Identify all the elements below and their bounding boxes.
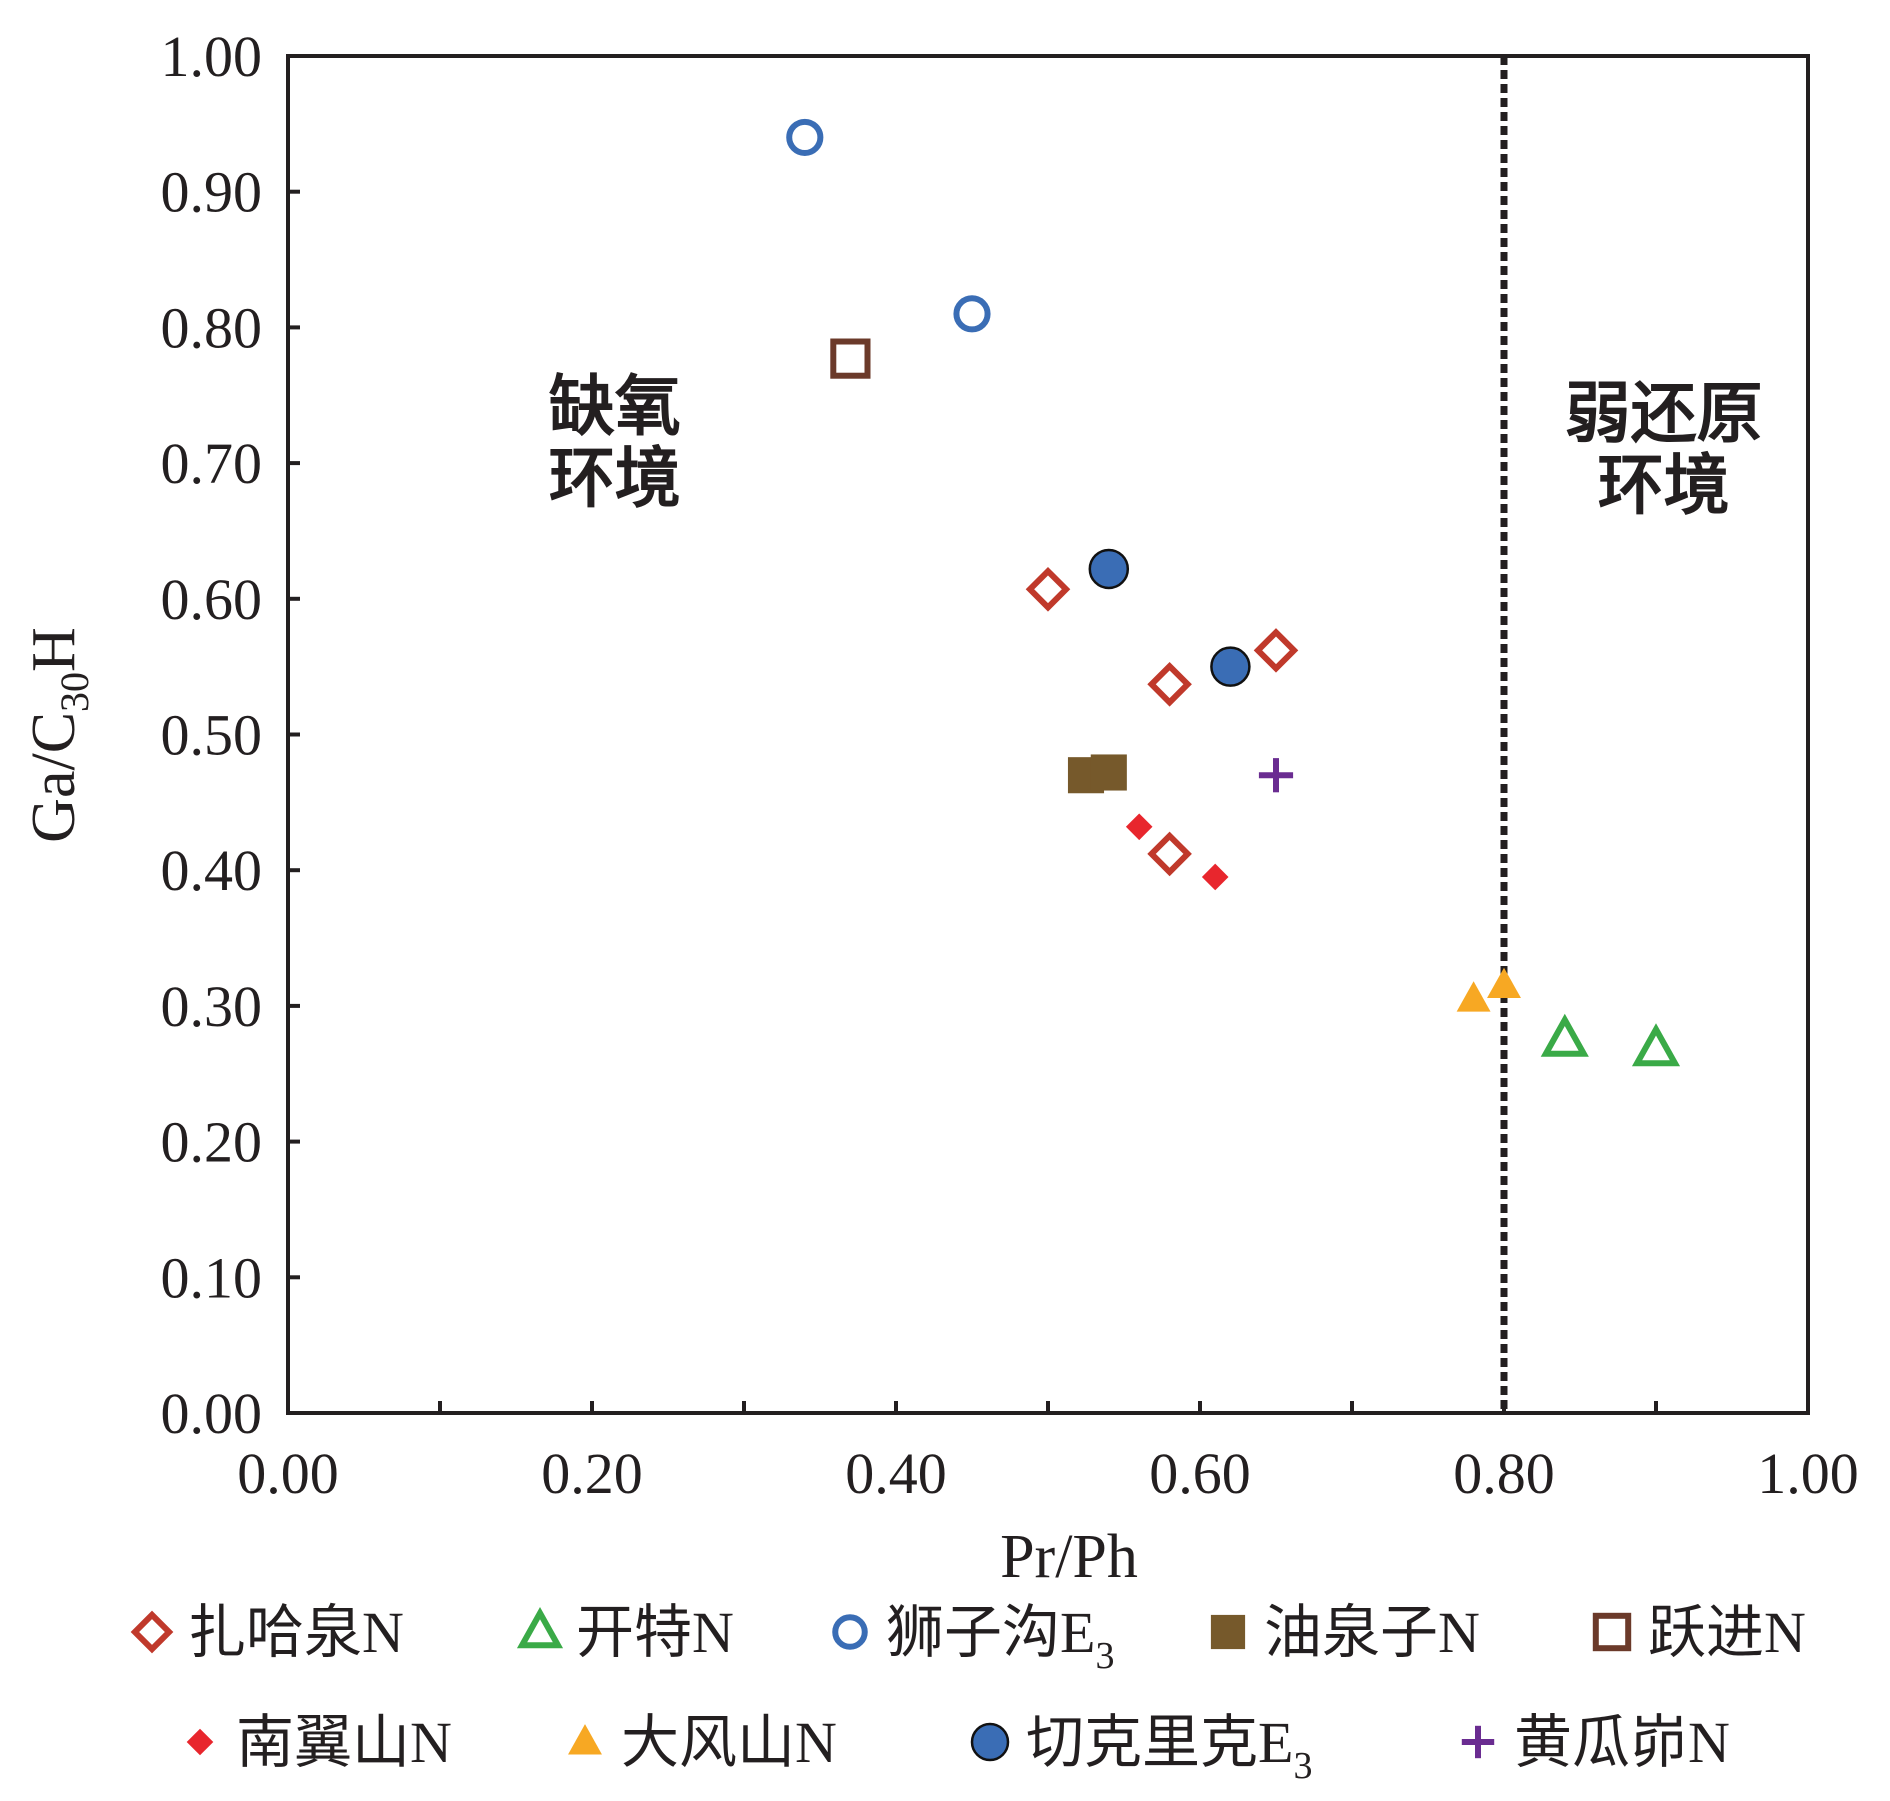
legend-label: 狮子沟E3	[886, 1600, 1114, 1677]
data-point-triangle-filled	[1456, 981, 1491, 1012]
legend-marker	[1592, 1612, 1632, 1652]
y-tick-label: 0.50	[161, 703, 263, 768]
legend: 扎哈泉N 开特N 狮子沟E3 油泉子N 跃进N 南翼山N 大风山N 切克里克E3 黄瓜峁N	[130, 1600, 1806, 1787]
y-tick-label: 0.10	[161, 1245, 263, 1310]
region-label-anoxic: 环境	[549, 443, 681, 516]
legend-item: 狮子沟E3	[832, 1600, 1114, 1677]
legend-item: 扎哈泉N	[130, 1600, 404, 1665]
y-tick-label: 0.80	[161, 295, 263, 360]
y-axis-title: Ga/C30H	[20, 627, 97, 843]
x-tick-label: 1.00	[1757, 1441, 1859, 1506]
legend-item: 开特N	[516, 1600, 734, 1665]
y-axis-ticks: 0.00 0.10 0.20 0.30 0.40 0.50 0.60 0.70 0.80 0.90…	[161, 24, 300, 1446]
region-label-weak-reducing: 环境	[1598, 450, 1730, 523]
legend-marker	[1461, 1725, 1495, 1759]
x-axis-title: Pr/Ph	[1000, 1523, 1138, 1591]
y-tick-label: 0.00	[161, 1381, 263, 1446]
legend-label: 大风山N	[621, 1710, 837, 1775]
legend-label: 开特N	[576, 1600, 734, 1665]
legend-marker	[1210, 1614, 1246, 1650]
legend-marker	[568, 1724, 602, 1755]
legend-marker	[130, 1610, 174, 1654]
y-tick-label: 0.20	[161, 1110, 263, 1175]
y-tick-label: 0.70	[161, 431, 263, 496]
x-axis-ticks: 0.00 0.20 0.40 0.60 0.80 1.00	[237, 1401, 1859, 1506]
data-point-triangle-open	[1540, 1013, 1589, 1057]
data-point-circle-open	[786, 118, 824, 156]
legend-label: 南翼山N	[236, 1710, 452, 1775]
data-point-plus	[1258, 758, 1294, 793]
legend-marker	[832, 1614, 868, 1650]
legend-marker	[516, 1606, 564, 1649]
x-tick-label: 0.40	[845, 1441, 947, 1506]
data-point-diamond-open	[1147, 831, 1192, 877]
data-point-triangle-open	[1631, 1023, 1681, 1067]
data-point-triangle-filled	[1487, 967, 1521, 999]
legend-label: 跃进N	[1648, 1600, 1806, 1665]
legend-item: 黄瓜峁N	[1461, 1710, 1730, 1775]
data-point-diamond-open	[1147, 661, 1192, 707]
y-tick-label: 0.90	[161, 160, 263, 225]
legend-marker	[186, 1728, 214, 1756]
plot-border	[286, 54, 1810, 1415]
data-points	[786, 118, 1681, 1067]
legend-label: 黄瓜峁N	[1514, 1710, 1730, 1775]
data-point-circle-filled	[1088, 548, 1130, 590]
x-tick-label: 0.80	[1453, 1441, 1555, 1506]
y-tick-label: 0.60	[161, 567, 263, 632]
data-point-square-filled	[1090, 754, 1127, 791]
x-tick-label: 0.00	[237, 1441, 339, 1506]
y-tick-label: 0.40	[161, 838, 263, 903]
region-label-anoxic: 缺氧	[549, 371, 681, 444]
legend-item: 南翼山N	[186, 1710, 452, 1775]
legend-item: 跃进N	[1592, 1600, 1806, 1665]
legend-label: 扎哈泉N	[188, 1600, 404, 1665]
legend-item: 油泉子N	[1210, 1600, 1480, 1665]
legend-marker	[970, 1722, 1010, 1762]
data-point-square-open	[830, 338, 871, 379]
x-tick-label: 0.20	[541, 1441, 643, 1506]
y-tick-label: 1.00	[161, 24, 263, 89]
region-label-weak-reducing: 弱还原	[1565, 378, 1763, 451]
data-point-diamond-open	[1025, 567, 1071, 612]
data-point-circle-filled	[1210, 646, 1251, 687]
data-point-diamond-open	[1253, 628, 1299, 673]
data-point-circle-open	[953, 295, 991, 333]
data-point-diamond-filled	[1201, 863, 1229, 891]
plot-frame	[286, 54, 1810, 1415]
y-tick-label: 0.30	[161, 974, 263, 1039]
data-point-diamond-filled	[1125, 813, 1153, 841]
legend-label: 油泉子N	[1264, 1600, 1480, 1665]
legend-item: 大风山N	[568, 1710, 837, 1775]
legend-label: 切克里克E3	[1026, 1710, 1312, 1787]
legend-item: 切克里克E3	[970, 1710, 1312, 1787]
x-tick-label: 0.60	[1149, 1441, 1251, 1506]
